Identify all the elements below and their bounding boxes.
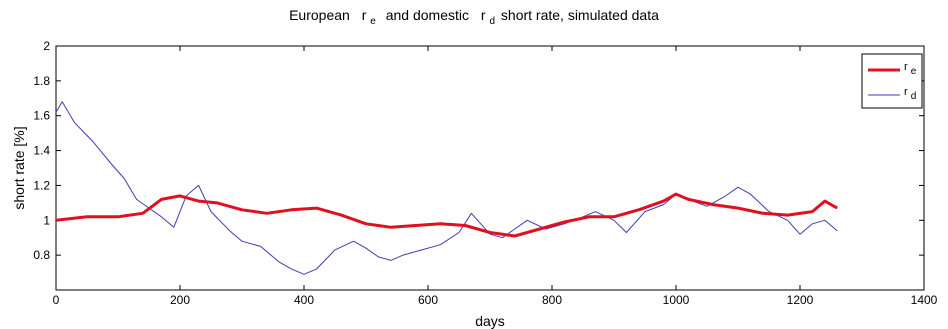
legend: r e r d: [861, 53, 923, 109]
title-part2: and domestic: [386, 7, 469, 23]
y-tick-label: 1.8: [33, 74, 50, 88]
title-re-base: r: [362, 7, 367, 23]
x-axis-title: days: [475, 313, 505, 329]
legend-rd-base: r: [904, 86, 908, 98]
y-tick-label: 2: [43, 39, 50, 53]
y-tick-label: 1.4: [33, 144, 50, 158]
legend-box: [861, 53, 923, 109]
x-tick-label: 0: [53, 293, 60, 307]
y-tick-label: 0.8: [33, 248, 50, 262]
title-re-sub: e: [370, 16, 376, 27]
series-line-re: [55, 192, 838, 238]
x-tick-label: 800: [542, 293, 562, 307]
y-tick-label: 1.6: [33, 109, 50, 123]
axis-ticks: 0 200 400 600 800 1000 1200 1400 0.8 1 1.2 1.4 1.6 1.…: [33, 39, 937, 307]
y-tick-label: 1: [43, 213, 50, 227]
legend-label-rd: r d: [904, 86, 916, 102]
series-lines: [55, 101, 838, 275]
x-tick-label: 200: [170, 293, 190, 307]
chart-title: European r e and domestic r d short rate…: [289, 7, 659, 27]
x-tick-label: 1000: [663, 293, 690, 307]
title-rd-sub: d: [489, 16, 495, 27]
plot-area: [55, 45, 925, 291]
x-tick-label: 1400: [911, 293, 938, 307]
y-axis-title: short rate [%]: [11, 126, 27, 209]
y-tick-label: 1.2: [33, 178, 50, 192]
legend-re-base: r: [904, 61, 908, 73]
legend-re-sub: e: [911, 66, 917, 77]
title-part3: short rate, simulated data: [501, 7, 659, 23]
legend-label-re: r e: [904, 61, 917, 77]
title-rd-base: r: [481, 7, 486, 23]
x-tick-label: 600: [418, 293, 438, 307]
title-part1: European: [289, 7, 350, 23]
legend-rd-sub: d: [911, 91, 917, 102]
x-tick-label: 1200: [787, 293, 814, 307]
x-tick-label: 400: [294, 293, 314, 307]
